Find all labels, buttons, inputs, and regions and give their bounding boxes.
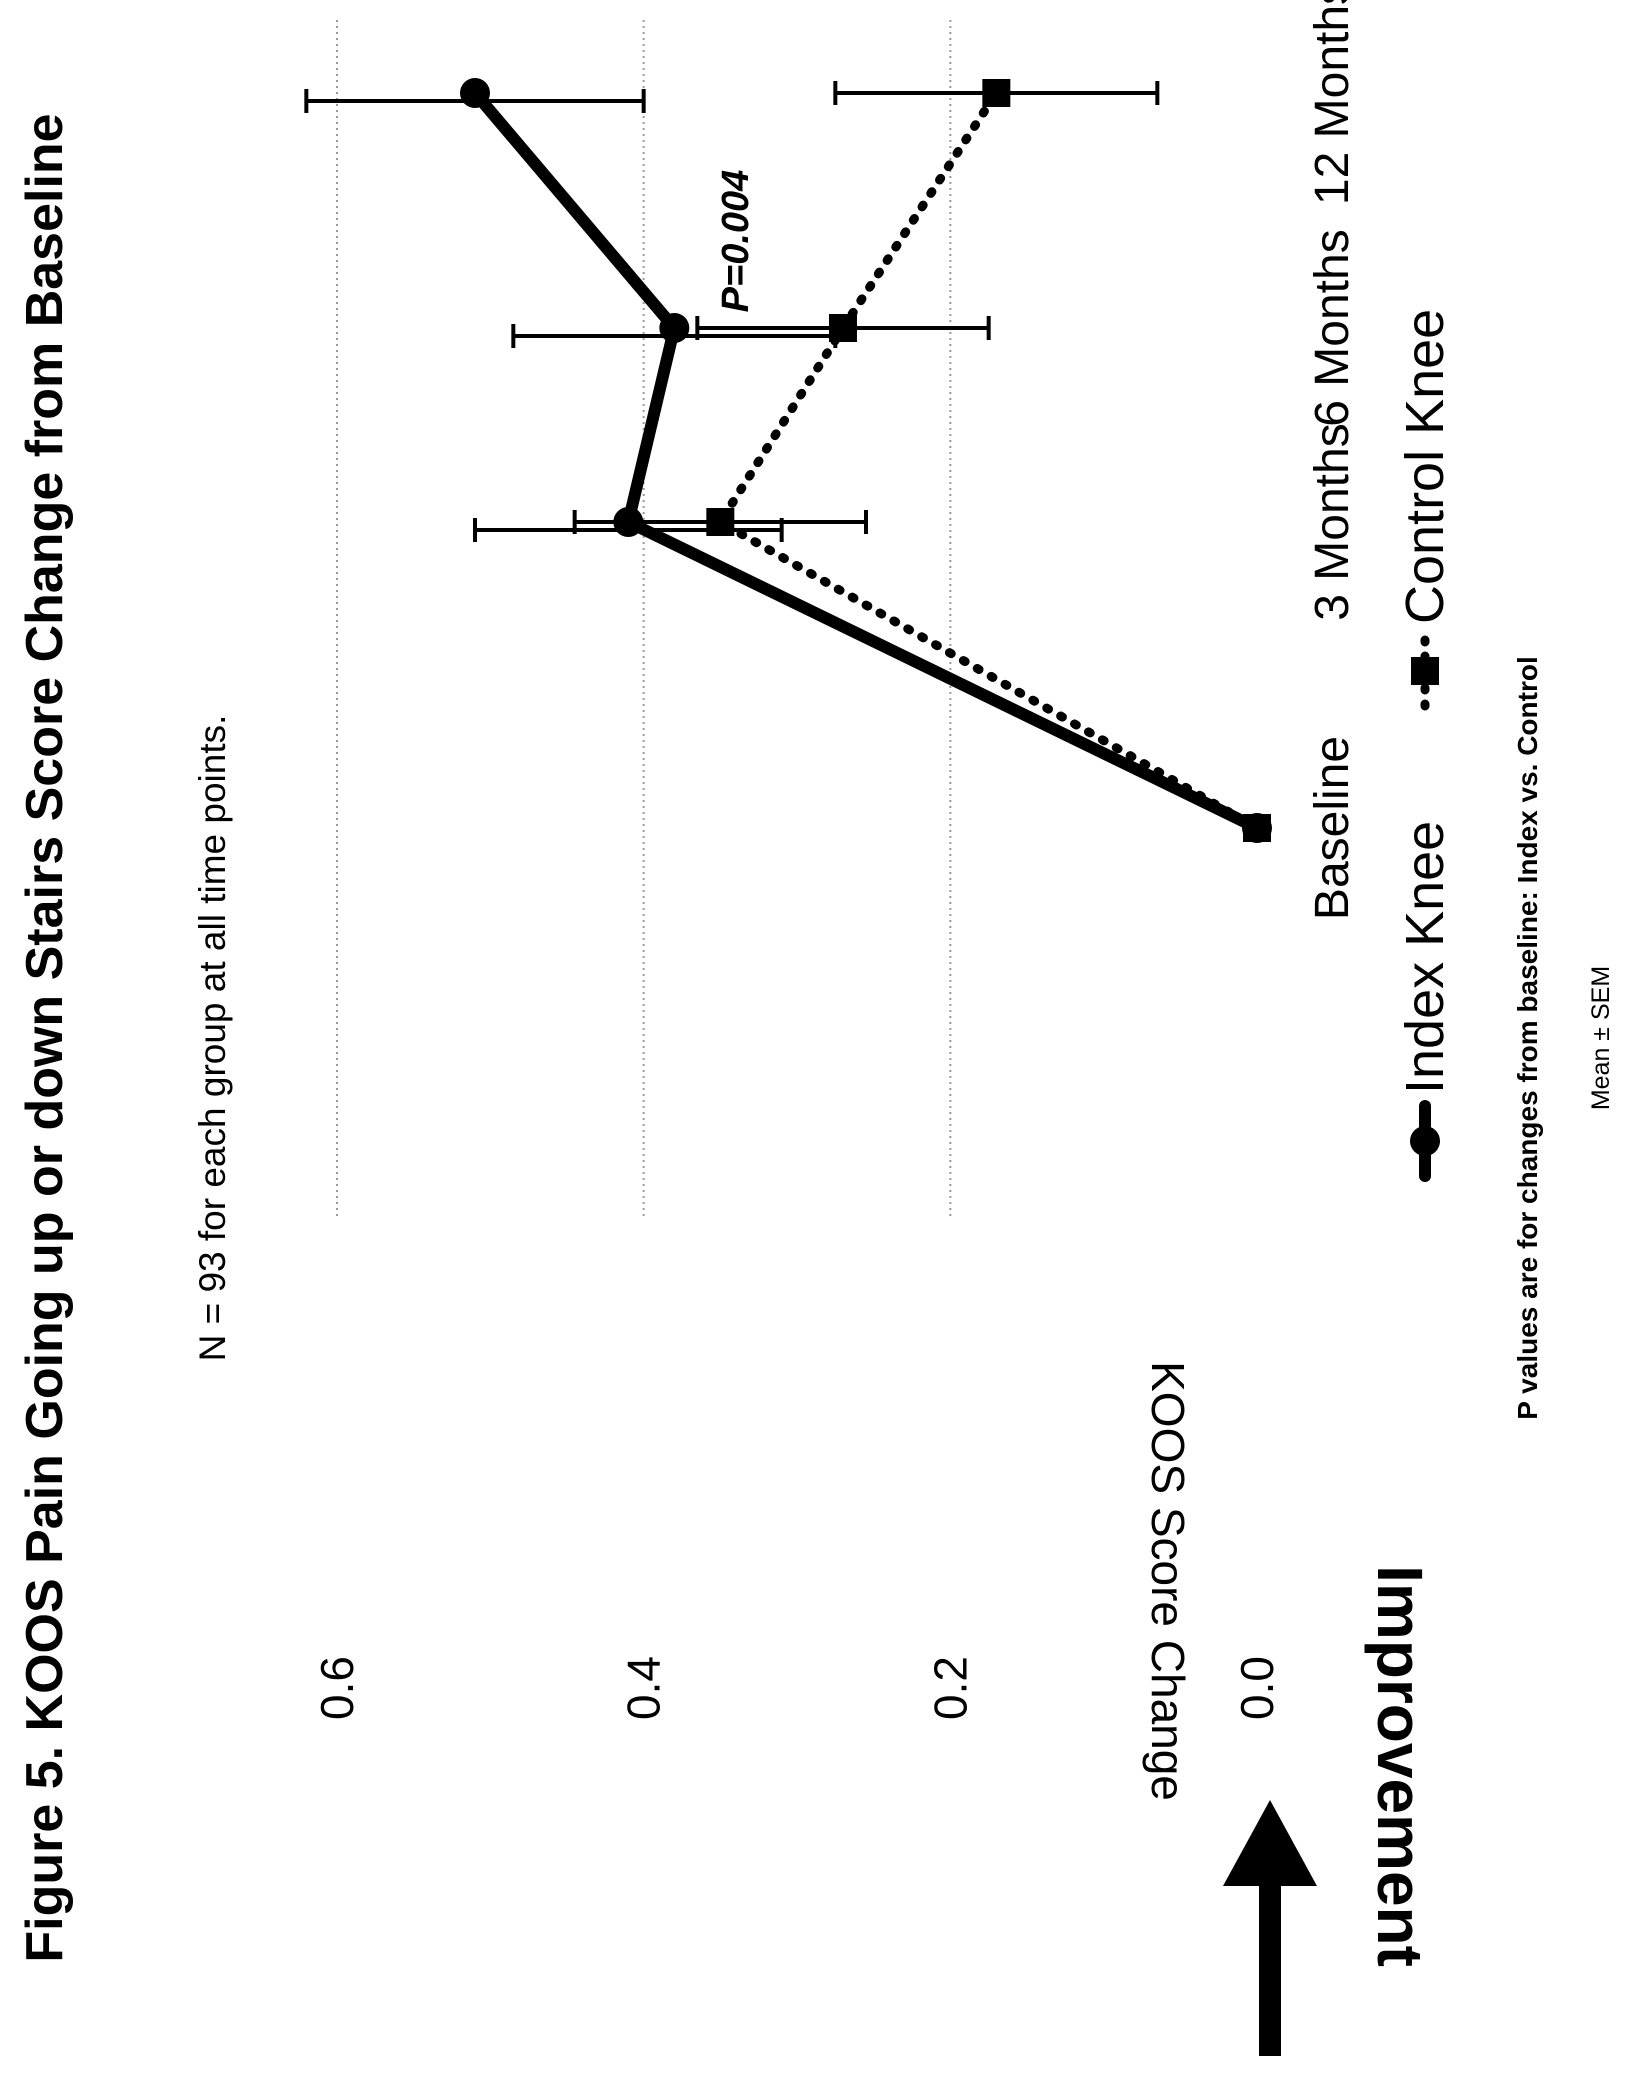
footnote-mean-sem: Mean ± SEM — [1587, 966, 1615, 1110]
legend: Index Knee Control Knee — [1395, 309, 1455, 1182]
data-point — [1243, 814, 1271, 842]
y-tick-label: 0.2 — [924, 1656, 976, 1720]
x-tick-label: 12 Months — [1306, 0, 1359, 205]
y-axis-title: KOOS Score Change — [1142, 1361, 1194, 1801]
data-point — [706, 508, 735, 536]
series-control-knee — [572, 79, 1271, 842]
legend-marker — [1410, 1126, 1440, 1156]
y-tick-label: 0.4 — [618, 1656, 670, 1720]
legend-label: Control Knee — [1395, 309, 1455, 624]
y-tick-label: 0.6 — [311, 1656, 363, 1720]
series-index-knee — [304, 78, 1272, 843]
y-axis-ticks: 0.0 0.2 0.4 0.6 — [311, 1656, 1283, 1720]
x-tick-label: 3 Months — [1306, 423, 1359, 620]
data-point — [460, 78, 490, 108]
gridlines — [336, 16, 952, 1216]
data-point — [982, 79, 1011, 107]
legend-label: Index Knee — [1395, 821, 1455, 1094]
data-point — [659, 313, 690, 343]
y-tick-label: 0.0 — [1231, 1656, 1283, 1720]
series-line — [715, 88, 1262, 833]
legend-item: Control Knee — [1395, 309, 1455, 711]
p-value-annotation: P=0.004 — [715, 170, 757, 313]
chart-subtitle: N = 93 for each group at all time points… — [192, 715, 233, 1362]
figure-title: Figure 5. KOOS Pain Going up or down Sta… — [16, 113, 74, 1962]
series-line — [469, 87, 1263, 834]
footnote-p-values: P values are for changes from baseline: … — [1512, 656, 1543, 1420]
data-point — [829, 314, 857, 342]
rotated-figure: Figure 5. KOOS Pain Going up or down Sta… — [16, 0, 1615, 2056]
improvement-label: Improvement — [1364, 1565, 1436, 1967]
legend-marker — [1411, 657, 1439, 685]
x-tick-label: 6 Months — [1306, 229, 1359, 426]
series-layer — [304, 78, 1272, 843]
improvement-indicator: Improvement — [1223, 1565, 1436, 2056]
legend-item: Index Knee — [1395, 821, 1455, 1182]
improvement-arrow-head — [1223, 1800, 1317, 1886]
x-tick-label: Baseline — [1306, 736, 1359, 920]
